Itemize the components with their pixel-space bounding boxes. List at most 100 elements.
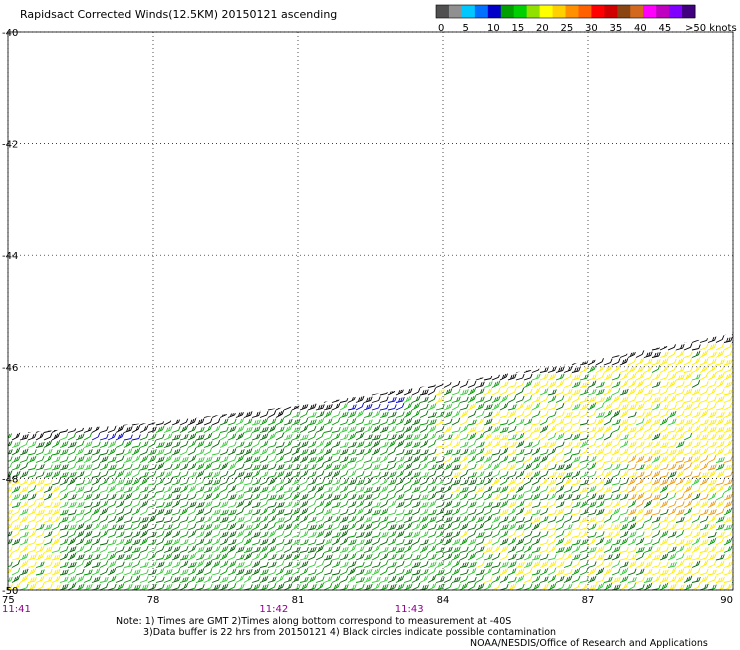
wind-barb-stroke — [283, 576, 293, 583]
wind-barb-stroke — [291, 553, 301, 561]
wind-barb-stroke — [419, 508, 429, 516]
wind-barb — [403, 402, 413, 411]
wind-barb-stroke — [8, 530, 13, 538]
wind-barb-stroke — [203, 500, 213, 508]
wind-barb-stroke — [627, 380, 637, 388]
wind-barb-stroke — [235, 478, 245, 486]
wind-barb — [467, 576, 477, 583]
wind-barb-stroke — [491, 387, 501, 396]
wind-barb-stroke — [723, 568, 733, 576]
wind-barb-stroke — [643, 485, 653, 493]
wind-barb-stroke — [603, 545, 613, 553]
wind-barb-stroke — [523, 561, 533, 568]
wind-barb-stroke — [283, 418, 293, 426]
wind-barb-stroke — [43, 479, 53, 486]
wind-barb-stroke — [67, 426, 77, 433]
wind-barb — [187, 584, 197, 590]
wind-barb — [395, 396, 405, 403]
wind-barb-stroke — [363, 575, 373, 583]
wind-barb — [483, 531, 493, 538]
wind-barb-stroke — [203, 583, 213, 590]
wind-barb — [227, 568, 237, 576]
wind-barb — [251, 501, 261, 508]
wind-barb-stroke — [683, 523, 693, 531]
wind-barb-stroke — [523, 410, 533, 418]
wind-barb — [499, 372, 509, 381]
wind-barb-stroke — [667, 449, 677, 456]
wind-barb-stroke — [155, 583, 165, 590]
wind-barb — [475, 403, 485, 411]
wind-barb-stroke — [683, 441, 693, 448]
wind-barb-stroke — [659, 569, 669, 576]
wind-barb — [243, 471, 253, 478]
wind-barb-stroke — [83, 478, 93, 486]
wind-barb-stroke — [699, 365, 709, 373]
wind-barb-stroke — [571, 524, 581, 531]
wind-barb-stroke — [227, 545, 237, 553]
wind-barb — [347, 432, 357, 441]
colorbar-border — [435, 4, 696, 19]
wind-barb-stroke — [339, 485, 349, 493]
wind-barb-stroke — [531, 554, 541, 561]
wind-barb-stroke — [355, 432, 365, 441]
wind-barb — [707, 336, 717, 343]
wind-barb-stroke — [547, 455, 557, 463]
colorbar-swatch — [656, 5, 670, 18]
wind-barb-stroke — [139, 545, 149, 553]
wind-barb — [355, 426, 365, 433]
wind-barb-stroke — [315, 432, 325, 441]
wind-barb — [371, 418, 381, 426]
wind-barb — [699, 336, 709, 343]
wind-barb — [259, 471, 269, 478]
wind-barb-stroke — [11, 582, 21, 590]
wind-barb — [675, 432, 685, 441]
wind-barb-stroke — [699, 372, 709, 381]
wind-barb-stroke — [355, 455, 365, 463]
wind-barb-stroke — [723, 478, 733, 486]
wind-barb-stroke — [227, 575, 237, 583]
wind-barb — [259, 447, 269, 456]
wind-barb-stroke — [8, 509, 13, 516]
wind-barb — [315, 522, 325, 531]
wind-barb — [171, 471, 181, 478]
wind-barb-stroke — [43, 471, 53, 478]
wind-barb — [59, 516, 69, 523]
wind-barb — [299, 507, 309, 516]
wind-barb-stroke — [411, 387, 421, 396]
wind-barb-stroke — [563, 568, 573, 576]
wind-barb — [267, 583, 277, 590]
wind-barb — [371, 522, 381, 531]
wind-barb — [123, 456, 133, 463]
wind-barb-stroke — [123, 463, 133, 471]
wind-barb — [19, 538, 29, 546]
wind-barb — [147, 455, 157, 463]
wind-barb — [315, 530, 325, 538]
wind-barb — [51, 568, 61, 576]
wind-barb — [363, 388, 373, 396]
wind-barb — [547, 545, 557, 553]
wind-barb-stroke — [91, 515, 101, 523]
wind-barb — [155, 501, 165, 508]
wind-barb-stroke — [251, 531, 261, 538]
wind-barb-stroke — [43, 493, 53, 501]
wind-barb — [667, 404, 677, 411]
wind-barb — [227, 462, 237, 471]
wind-barb-stroke — [51, 561, 61, 568]
wind-barb — [563, 524, 573, 531]
wind-barb — [355, 568, 365, 576]
wind-barb — [99, 486, 109, 493]
wind-barb — [259, 410, 269, 418]
wind-barb — [659, 387, 669, 396]
wind-barb-stroke — [395, 477, 405, 486]
wind-barb-stroke — [75, 501, 85, 508]
wind-barb — [555, 553, 565, 561]
wind-barb-stroke — [507, 523, 517, 531]
wind-barb — [283, 492, 293, 501]
wind-barb — [555, 546, 565, 553]
wind-barb-stroke — [699, 553, 709, 561]
wind-barb-stroke — [683, 500, 693, 508]
wind-barb-stroke — [163, 478, 173, 486]
wind-barb — [75, 545, 85, 553]
wind-barb-stroke — [355, 395, 365, 403]
wind-barb-stroke — [163, 493, 173, 501]
